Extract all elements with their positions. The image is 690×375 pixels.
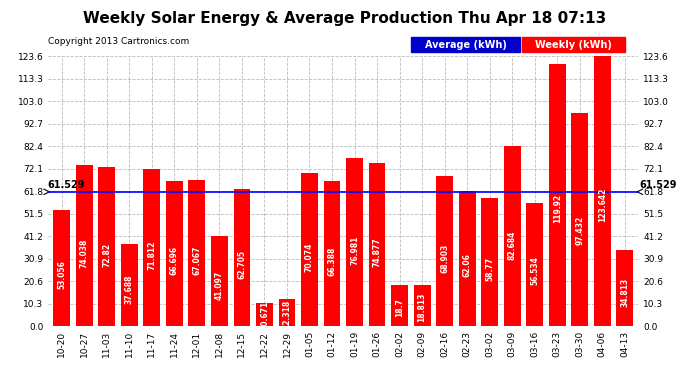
Text: 123.642: 123.642 — [598, 188, 607, 222]
Bar — [144, 170, 160, 326]
Text: Weekly Solar Energy & Average Production Thu Apr 18 07:13: Weekly Solar Energy & Average Production… — [83, 11, 607, 26]
Bar — [301, 173, 318, 326]
Text: 76.981: 76.981 — [350, 236, 359, 265]
Bar — [526, 203, 543, 326]
Text: 66.388: 66.388 — [328, 246, 337, 276]
Bar — [324, 181, 340, 326]
Bar — [256, 303, 273, 326]
Text: 18.813: 18.813 — [417, 293, 426, 322]
Text: 66.696: 66.696 — [170, 246, 179, 275]
Text: 61.529: 61.529 — [640, 180, 677, 190]
Text: 72.82: 72.82 — [102, 243, 111, 267]
Text: 53.056: 53.056 — [57, 260, 66, 288]
Text: 12.318: 12.318 — [282, 300, 291, 329]
Bar — [166, 180, 183, 326]
Bar — [594, 56, 611, 326]
Text: 34.813: 34.813 — [620, 278, 629, 307]
Text: Copyright 2013 Cartronics.com: Copyright 2013 Cartronics.com — [48, 38, 190, 46]
Bar — [571, 113, 588, 326]
Text: 37.688: 37.688 — [125, 274, 134, 304]
Text: Weekly (kWh): Weekly (kWh) — [535, 40, 612, 50]
Text: 70.074: 70.074 — [305, 243, 314, 272]
Bar — [413, 285, 431, 326]
Text: 71.812: 71.812 — [148, 241, 157, 270]
Text: 68.903: 68.903 — [440, 244, 449, 273]
Bar — [188, 180, 206, 326]
Text: 58.77: 58.77 — [485, 256, 494, 280]
Text: 67.067: 67.067 — [193, 246, 201, 275]
Bar — [279, 299, 295, 326]
Text: 97.432: 97.432 — [575, 216, 584, 245]
Bar — [549, 64, 566, 326]
Text: 119.92: 119.92 — [553, 194, 562, 223]
Bar — [233, 189, 250, 326]
Bar — [504, 146, 520, 326]
Bar — [616, 250, 633, 326]
Text: 41.097: 41.097 — [215, 271, 224, 300]
Text: 61.529: 61.529 — [47, 180, 85, 190]
Bar — [459, 190, 475, 326]
Bar — [346, 158, 363, 326]
Text: 10.671: 10.671 — [260, 301, 269, 330]
Text: 74.877: 74.877 — [373, 238, 382, 267]
Bar — [76, 165, 92, 326]
Bar — [391, 285, 408, 326]
Text: 62.705: 62.705 — [237, 250, 246, 279]
Bar — [99, 167, 115, 326]
Text: 74.038: 74.038 — [80, 239, 89, 268]
Bar — [211, 237, 228, 326]
Text: 82.684: 82.684 — [508, 230, 517, 260]
Bar — [411, 38, 520, 52]
Bar — [436, 176, 453, 326]
Bar — [368, 163, 386, 326]
Bar — [121, 244, 138, 326]
Bar — [522, 38, 625, 52]
Text: Average (kWh): Average (kWh) — [425, 40, 506, 50]
Bar — [481, 198, 498, 326]
Text: 62.06: 62.06 — [462, 253, 472, 277]
Text: 56.534: 56.534 — [530, 256, 539, 285]
Bar — [53, 210, 70, 326]
Text: 18.7: 18.7 — [395, 298, 404, 317]
